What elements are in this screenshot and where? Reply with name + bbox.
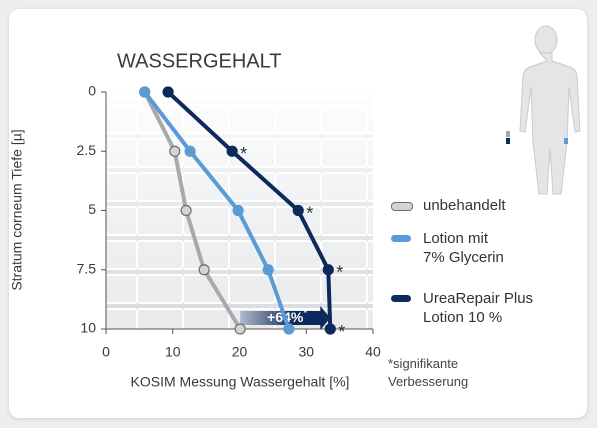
series-point [292,204,304,217]
x-axis-title: KOSIM Messung Wassergehalt [%] [131,374,350,390]
x-tick-label: 30 [298,344,314,360]
series-point [232,204,244,217]
significance-label: * [338,322,345,342]
series-point [198,264,210,276]
marker-untreated [506,131,510,137]
series-point [226,145,238,157]
legend-label: Lotion mit 7% Glycerin [423,230,504,266]
y-tick-label: 7.5 [77,260,97,276]
y-tick-label: 10 [80,320,96,336]
legend-swatch [391,295,411,302]
series-point [139,86,151,98]
series-point [324,323,336,335]
legend-swatch [391,235,411,242]
legend-label: UreaRepair Plus Lotion 10 % [423,290,534,326]
chart-title: WASSERGEHALT [117,50,281,72]
series-point [162,86,174,98]
series-point [169,145,181,157]
significance-label: * [306,203,313,223]
x-tick-label: 20 [232,344,248,360]
significance-label: * [336,263,343,283]
x-tick-label: 10 [165,344,181,360]
y-tick-label: 0 [88,83,96,99]
series-point [322,264,334,276]
y-tick-label: 2.5 [77,142,97,158]
y-axis-title: Stratum corneum Tiefe [µ] [9,129,25,290]
series-point [180,204,192,217]
y-tick-label: 5 [88,201,96,217]
marker-urea [506,138,510,144]
series-point [283,323,295,335]
series-point [184,145,196,157]
series-point [262,264,274,276]
significance-label: * [240,144,247,164]
series-point [234,323,246,335]
marker-lotion [564,138,568,144]
arrow-label-note: * [303,308,307,319]
body-figure [519,25,581,195]
legend-label: unbehandelt [423,197,506,214]
footnote: *signifikante Verbesserung [388,356,469,389]
legend-swatch [391,202,413,211]
x-tick-label: 0 [102,344,110,360]
x-tick-label: 40 [365,344,381,360]
